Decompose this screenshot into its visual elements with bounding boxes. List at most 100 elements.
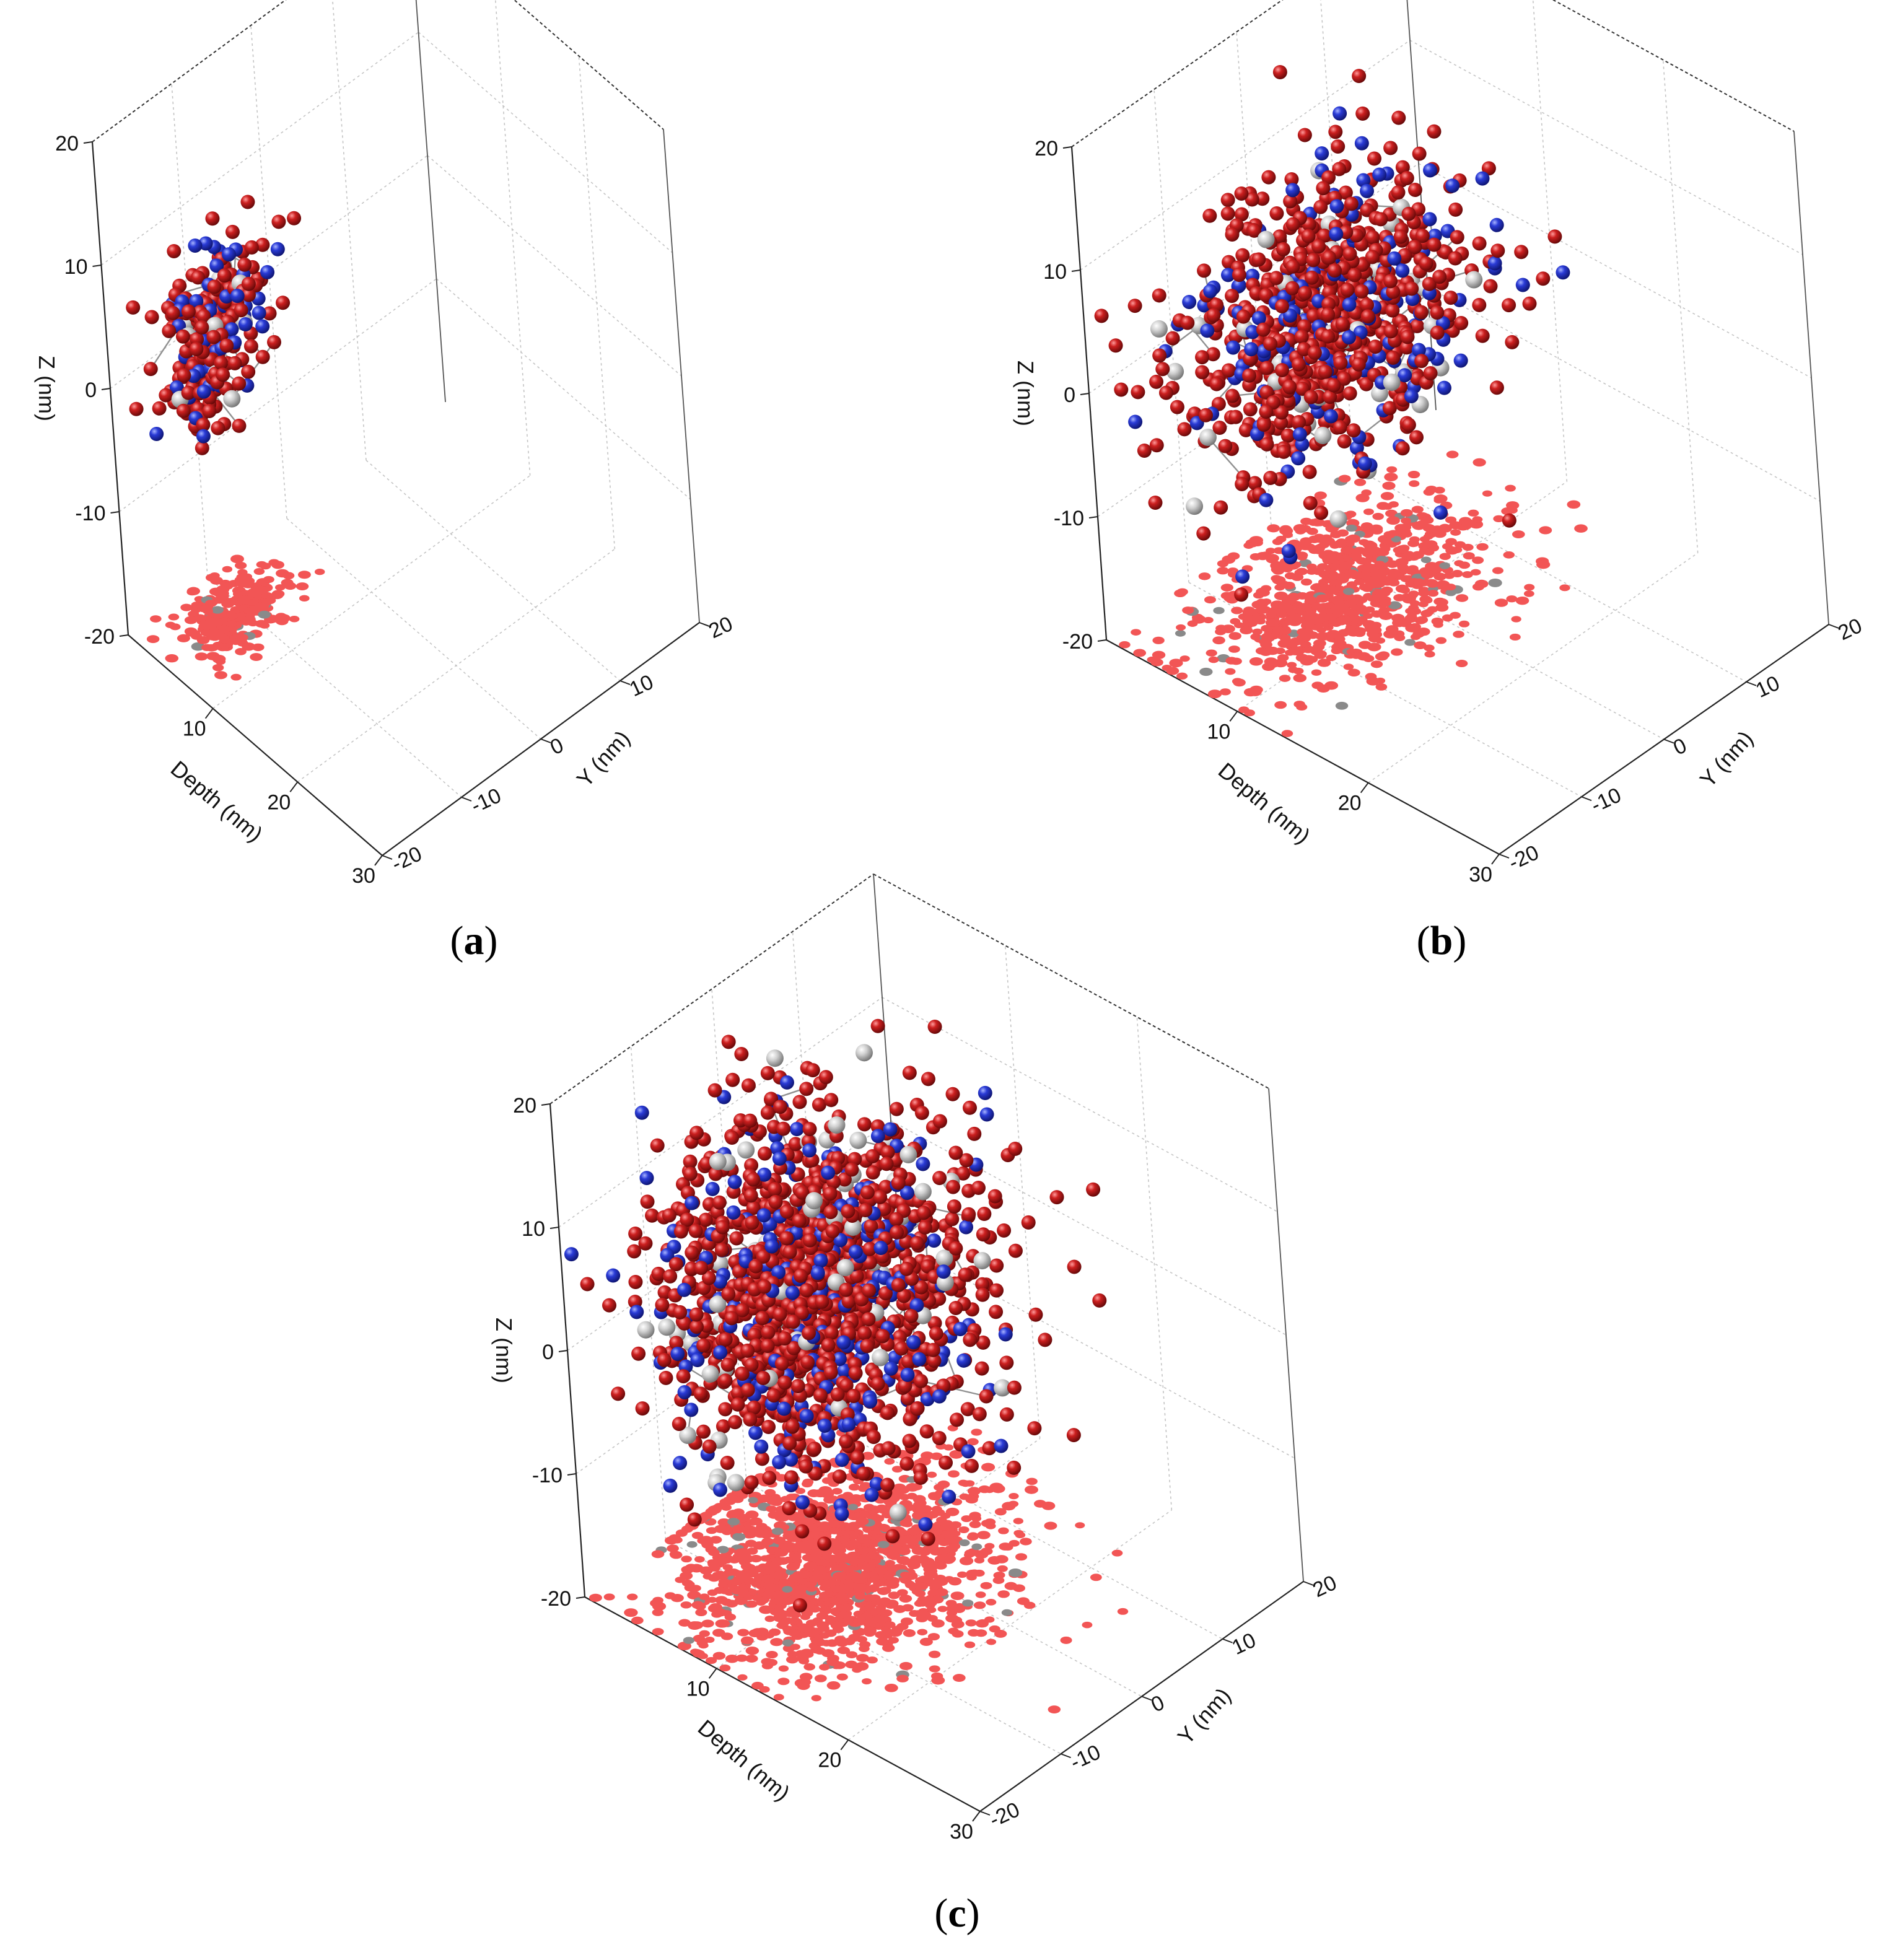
projection-point — [886, 1580, 899, 1589]
projection-point — [964, 1641, 976, 1648]
z-tick — [119, 634, 129, 637]
projection-point — [812, 1548, 823, 1555]
red-sphere-point — [205, 211, 220, 226]
blue-sphere-point — [1372, 167, 1387, 182]
projection-point — [1221, 624, 1235, 634]
projection-point — [878, 1631, 891, 1640]
projection-point — [1315, 650, 1327, 658]
red-sphere-point — [276, 295, 291, 310]
blue-sphere-point — [252, 305, 266, 320]
z-tick-label: 0 — [1064, 383, 1075, 407]
red-sphere-point — [162, 323, 177, 338]
projection-point — [727, 1518, 740, 1526]
projection-point — [1279, 675, 1291, 682]
projection-point — [1316, 684, 1330, 693]
blue-sphere-point — [789, 1122, 804, 1137]
projection-point — [1458, 620, 1470, 628]
projection-point — [836, 1673, 848, 1681]
projection-point — [1017, 1597, 1030, 1606]
red-sphere-point — [1274, 299, 1289, 313]
projection-point — [1329, 562, 1341, 570]
projection-point — [1314, 491, 1327, 500]
projection-point — [1456, 594, 1469, 602]
red-sphere-point — [255, 349, 270, 364]
gray-sphere-point — [1257, 230, 1275, 248]
projection-point — [790, 1553, 802, 1560]
projection-point — [863, 1601, 875, 1608]
projection-point — [884, 1458, 895, 1465]
projection-point — [1468, 509, 1479, 517]
red-sphere-point — [232, 376, 247, 391]
red-sphere-point — [696, 1338, 711, 1353]
projection-point — [1509, 633, 1521, 641]
projection-point — [856, 1517, 869, 1526]
projection-point — [803, 1663, 815, 1671]
projection-point — [1400, 509, 1413, 517]
projection-point — [1505, 484, 1516, 492]
projection-point — [670, 1594, 684, 1603]
projection-point — [929, 1650, 941, 1658]
projection-point — [1396, 545, 1409, 554]
projection-point — [1300, 657, 1314, 666]
projection-point — [758, 1605, 773, 1614]
projection-point — [777, 1514, 789, 1522]
projection-point — [1407, 565, 1419, 572]
red-sphere-point — [1368, 339, 1383, 354]
blue-sphere-point — [1341, 330, 1356, 345]
projection-point — [1324, 613, 1336, 620]
projection-point — [826, 1681, 841, 1690]
red-sphere-point — [1337, 434, 1352, 448]
red-sphere-point — [1283, 194, 1298, 209]
projection-point — [1265, 618, 1279, 627]
projection-point — [234, 561, 247, 569]
projection-point — [1266, 611, 1277, 618]
red-sphere-point — [1165, 331, 1180, 346]
red-sphere-point — [143, 362, 158, 377]
red-sphere-point — [1502, 298, 1516, 313]
blue-sphere-point — [978, 1085, 992, 1100]
projection-point — [860, 1612, 873, 1620]
projection-point — [718, 1578, 730, 1585]
red-sphere-point — [1481, 161, 1496, 176]
red-sphere-point — [1322, 250, 1337, 265]
projection-point — [1361, 562, 1375, 572]
projection-point — [842, 1578, 854, 1585]
red-sphere-point — [1360, 309, 1375, 324]
red-sphere-point — [1331, 139, 1346, 154]
y-tick — [1499, 854, 1510, 859]
gridline — [1004, 945, 1041, 1439]
red-sphere-point — [1225, 289, 1240, 304]
blue-sphere-point — [198, 236, 213, 251]
projection-point — [957, 1571, 968, 1578]
red-sphere-point — [1263, 470, 1278, 485]
red-sphere-point — [1313, 199, 1328, 214]
gridline — [1353, 467, 1747, 683]
red-sphere-point — [1274, 415, 1289, 430]
red-sphere-point — [232, 418, 247, 433]
red-sphere-point — [1292, 414, 1306, 429]
y-tick-label: 0 — [546, 733, 567, 759]
projection-point — [959, 1539, 970, 1546]
z-tick — [567, 1473, 577, 1476]
red-sphere-point — [725, 1072, 740, 1087]
projection-point — [1378, 549, 1390, 556]
projection-point — [816, 1612, 829, 1620]
projection-point — [1308, 616, 1322, 625]
red-sphere-point — [1314, 505, 1329, 520]
projection-point — [624, 1608, 638, 1617]
red-sphere-point — [689, 1319, 704, 1334]
projection-point — [699, 1593, 710, 1600]
red-sphere-point — [729, 1231, 744, 1246]
red-sphere-point — [1412, 146, 1427, 161]
red-sphere-point — [1297, 342, 1311, 357]
projection-point — [732, 1533, 746, 1541]
projection-point — [1399, 587, 1411, 594]
projection-point — [997, 1565, 1008, 1572]
z-tick — [83, 141, 93, 144]
projection-point — [737, 1629, 750, 1637]
blue-sphere-point — [221, 247, 236, 262]
red-sphere-point — [1400, 330, 1415, 344]
red-sphere-point — [683, 1154, 698, 1169]
projection-point — [1433, 621, 1443, 628]
projection-point — [1316, 626, 1327, 633]
